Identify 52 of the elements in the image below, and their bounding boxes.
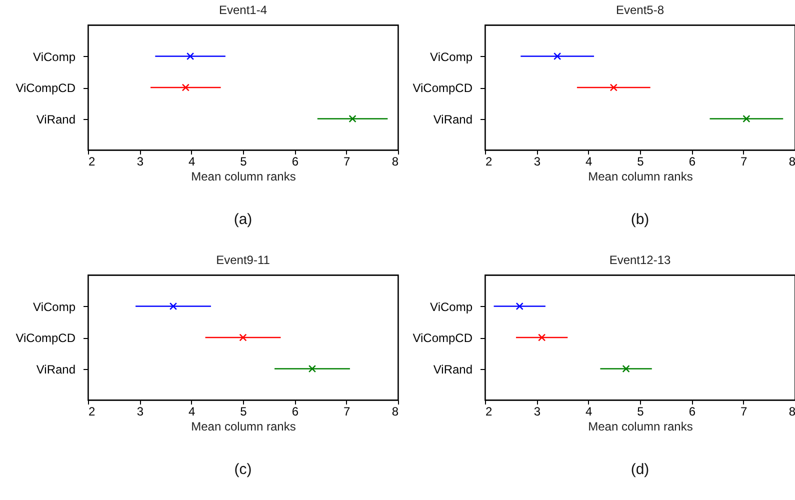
y-tick-label: ViCompCD [16,331,76,345]
x-tick-label: 8 [788,154,795,168]
x-tick-label: 7 [740,404,748,418]
y-tick-label: ViRand [433,362,472,376]
x-tick-label: 3 [136,404,144,418]
x-tick-label: 8 [788,404,795,418]
x-tick-label: 6 [292,404,299,418]
x-tick-label: 6 [292,154,299,168]
y-tick-label: ViRand [433,112,472,126]
y-tick-label: ViComp [430,300,473,314]
y-tick-label: ViComp [33,300,76,314]
y-tick-label: ViRand [36,112,76,126]
x-tick-label: 3 [136,154,144,168]
x-tick-label: 7 [740,154,748,168]
chart-title: Event5-8 [616,3,664,17]
y-tick-label: ViRand [36,362,76,376]
text: (b) [630,211,650,228]
text: (a) [234,211,252,228]
x-tick-label: 4 [188,154,196,168]
x-tick-label: 4 [585,154,592,168]
x-tick-label: 8 [392,404,399,418]
x-tick-label: 7 [343,154,350,168]
x-tick-label: 3 [534,154,541,168]
text: (c) [234,461,252,478]
x-tick-label: 2 [486,154,492,168]
x-tick-label: 6 [688,404,696,418]
x-tick-label: 7 [343,404,350,418]
x-axis-title: Mean column ranks [191,420,296,434]
x-axis-title: Mean column ranks [191,170,296,184]
x-tick-label: 2 [486,404,492,418]
x-tick-label: 3 [534,404,541,418]
x-axis-title: Mean column ranks [588,170,693,184]
x-tick-label: 5 [637,404,644,418]
y-tick-label: ViCompCD [412,331,473,345]
chart-title: Event12-13 [609,253,672,267]
text: (d) [630,461,650,478]
x-tick-label: 6 [688,154,696,168]
x-axis-title: Mean column ranks [588,420,693,434]
x-tick-label: 5 [240,154,248,168]
x-tick-label: 8 [392,154,399,168]
chart-title: Event1-4 [218,3,268,17]
y-tick-label: ViComp [430,50,473,64]
x-tick-label: 2 [88,154,96,168]
x-tick-label: 2 [88,404,96,418]
x-tick-label: 4 [585,404,592,418]
chart-title: Event9-11 [216,253,270,267]
y-tick-label: ViComp [33,50,76,64]
y-tick-label: ViCompCD [16,81,76,95]
x-tick-label: 5 [637,154,644,168]
y-tick-label: ViCompCD [412,81,473,95]
x-tick-label: 5 [240,404,248,418]
x-tick-label: 4 [188,404,196,418]
